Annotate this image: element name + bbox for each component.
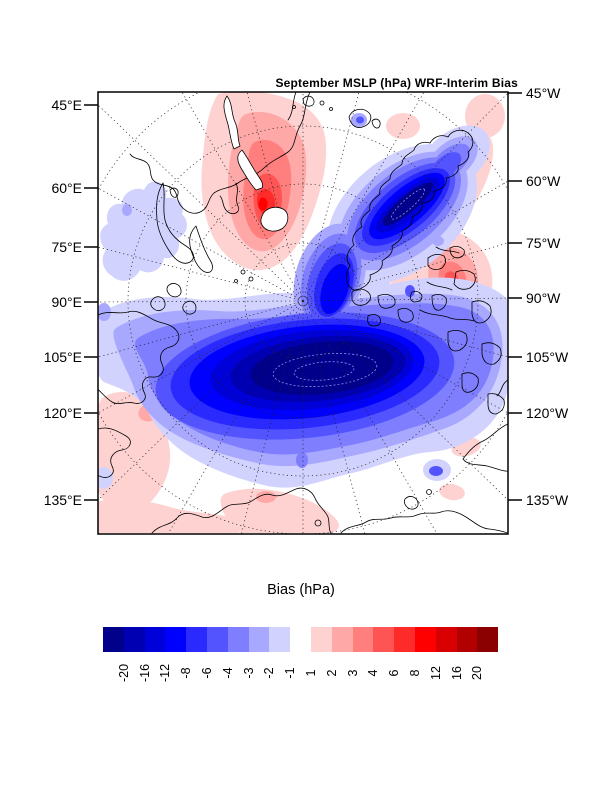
colorbar-cell <box>103 627 124 652</box>
colorbar-cell <box>435 627 457 652</box>
colorbar-cell <box>373 627 395 652</box>
colorbar-cell <box>331 627 353 652</box>
colorbar-tick-label: 16 <box>449 666 464 680</box>
lon-label-left: 120°E <box>43 405 82 421</box>
colorbar-cell <box>248 627 270 652</box>
colorbar-cell <box>414 627 436 652</box>
lon-label-left: 105°E <box>43 349 82 365</box>
colorbar-tick-label: -12 <box>158 663 173 683</box>
colorbar-tick-label: -16 <box>137 663 152 683</box>
colorbar-tick-label: 1 <box>304 669 318 677</box>
lon-label-right: 135°W <box>526 492 569 508</box>
colorbar <box>103 627 499 652</box>
colorbar-cell <box>477 627 499 652</box>
lon-label-right: 90°W <box>526 290 561 306</box>
colorbar-cell <box>186 627 207 652</box>
map-frame <box>84 91 522 535</box>
colorbar-tick-label: -2 <box>262 667 277 679</box>
colorbar-title: Bias (hPa) <box>267 582 335 598</box>
colorbar-cell <box>144 627 166 652</box>
colorbar-tick-label: -6 <box>200 667 214 679</box>
lon-label-left: 60°E <box>51 180 82 196</box>
colorbar-cell <box>269 627 291 652</box>
colorbar-tick-label: -4 <box>220 667 235 679</box>
colorbar-tick-label: -3 <box>241 667 256 679</box>
colorbar-tick-label: 6 <box>387 669 402 677</box>
colorbar-cell <box>206 627 228 652</box>
lon-label-right: 45°W <box>526 85 561 101</box>
colorbar-tick-label: 4 <box>366 669 381 677</box>
colorbar-tick-label: 2 <box>324 669 339 677</box>
colorbar-tick-label: 12 <box>428 666 443 680</box>
colorbar-tick-label: -1 <box>283 667 298 679</box>
colorbar-cell <box>165 627 187 652</box>
colorbar-cell <box>456 627 478 652</box>
colorbar-tick-label: 8 <box>408 669 422 677</box>
coastlines <box>98 92 508 534</box>
colorbar-tick-label: 3 <box>345 669 360 677</box>
lon-label-right: 120°W <box>526 405 569 421</box>
colorbar-tick-label: -20 <box>116 663 131 683</box>
colorbar-tick-label: 20 <box>470 666 485 680</box>
lon-label-left: 90°E <box>51 294 82 310</box>
lon-label-left: 45°E <box>51 97 82 113</box>
lon-label-left: 75°E <box>51 239 82 255</box>
colorbar-cell <box>310 627 332 652</box>
colorbar-cell <box>290 627 311 652</box>
colorbar-cell <box>123 627 145 652</box>
plot-title: September MSLP (hPa) WRF-Interim Bias <box>275 76 518 90</box>
colorbar-cell <box>227 627 249 652</box>
colorbar-cell <box>394 627 415 652</box>
lon-label-right: 75°W <box>526 235 561 251</box>
colorbar-tick-label: -8 <box>179 667 194 679</box>
colorbar-cell <box>352 627 374 652</box>
lon-label-right: 105°W <box>526 349 569 365</box>
axis-ticks <box>84 92 522 501</box>
lon-label-left: 135°E <box>43 492 82 508</box>
negative-bias-field <box>98 113 508 489</box>
lon-label-right: 60°W <box>526 173 561 189</box>
